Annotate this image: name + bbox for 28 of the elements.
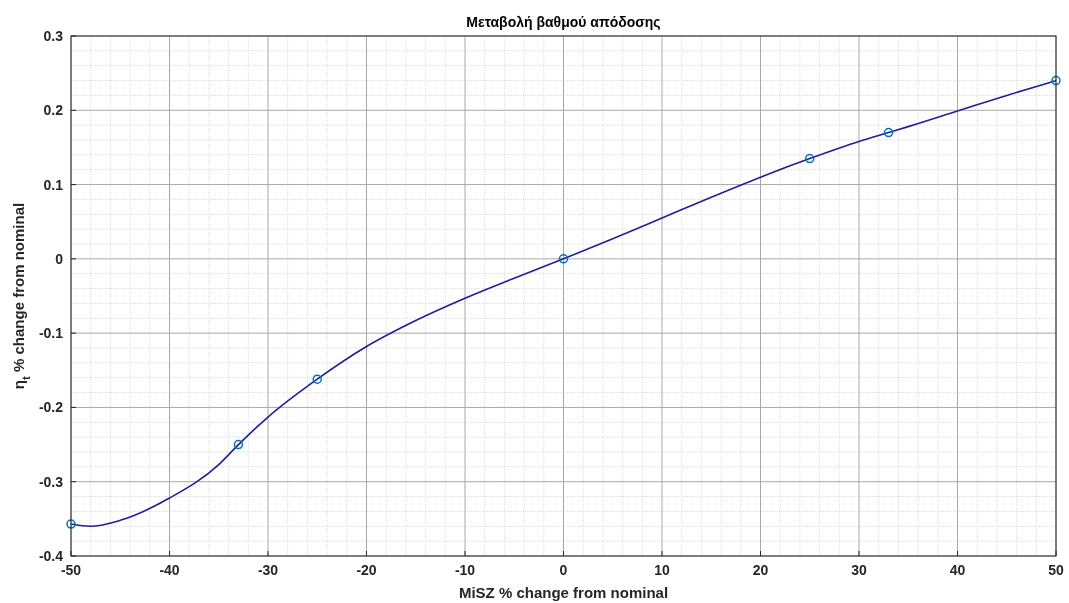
- point: [1051, 75, 1061, 86]
- y-tick-label: 0: [55, 250, 64, 267]
- y-tick-label: -0.1: [38, 325, 64, 342]
- x-tick-label: 20: [752, 562, 769, 578]
- x-tick-label: 0: [559, 562, 568, 578]
- y-tick-label: 0.2: [43, 102, 64, 119]
- x-tick-label: -10: [454, 562, 476, 578]
- y-tick-label: 0.3: [43, 28, 64, 44]
- x-tick-label: 50: [1048, 562, 1064, 578]
- x-tick-label: -50: [60, 562, 82, 578]
- x-axis-title: MiSZ % change from nominal: [458, 584, 669, 601]
- point: [883, 127, 894, 138]
- y-tick-label: -0.2: [38, 399, 64, 416]
- point: [805, 153, 815, 164]
- point: [66, 519, 76, 529]
- x-tick-label: 10: [654, 562, 670, 578]
- chart-title: Μεταβολή βαθμού απόδοσης: [466, 14, 661, 30]
- x-tick-label: -20: [356, 562, 377, 578]
- point: [233, 439, 244, 450]
- x-tick-label: -40: [159, 562, 180, 578]
- x-tick-label: 40: [949, 562, 966, 578]
- x-tick-label: 30: [851, 562, 867, 578]
- y-tick-label: -0.4: [38, 548, 64, 564]
- x-tick-label: -30: [257, 562, 279, 578]
- y-tick-label: 0.1: [43, 176, 64, 193]
- y-tick-label: -0.3: [38, 473, 64, 490]
- point: [312, 374, 322, 384]
- point: [558, 254, 569, 264]
